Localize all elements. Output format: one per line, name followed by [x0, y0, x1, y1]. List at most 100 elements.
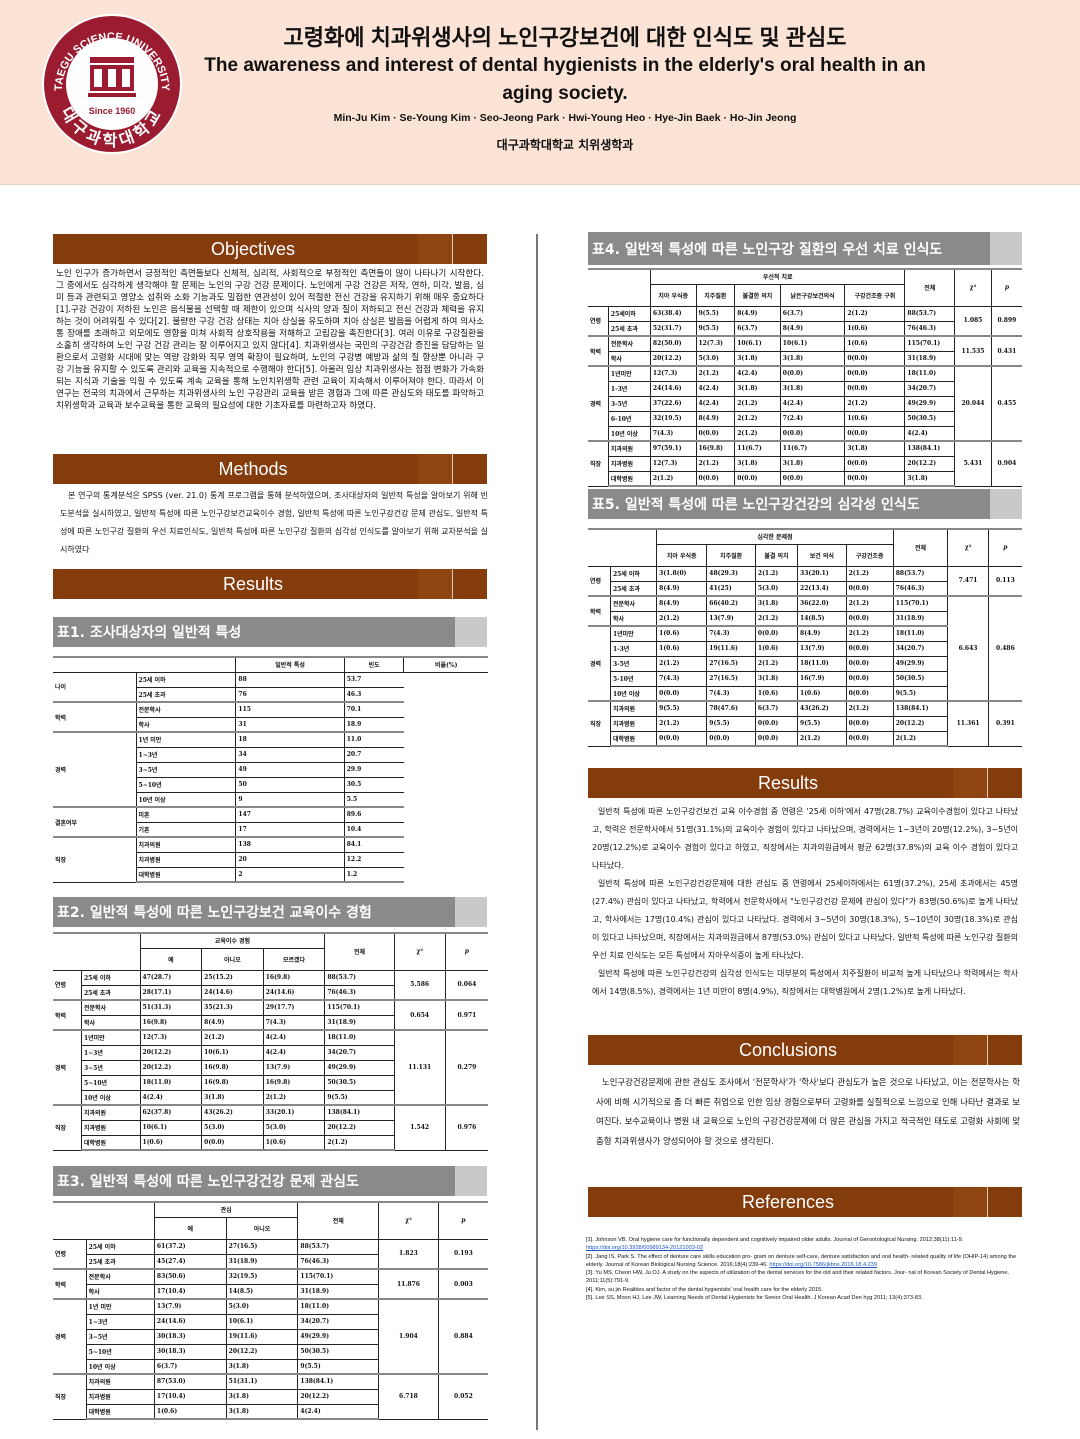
cell-value: 0(0.0): [845, 611, 894, 627]
cell-value: 6(3.7): [779, 306, 845, 322]
column-header: p: [444, 932, 488, 971]
row-label: 5~10년: [86, 1344, 155, 1360]
cell-value: 4(2.4): [297, 1404, 379, 1420]
cell-value: 29(17.7): [262, 999, 325, 1016]
cell-value: 3(1.8): [779, 381, 845, 397]
row-group-label: 경력: [588, 625, 611, 702]
table-row: 직장 치과의원 138 84.1: [53, 836, 488, 883]
references-list: [1]. Johnson VB. Oral hygiene care for f…: [586, 1236, 1020, 1302]
table-row: 직장 치과의원 62(37.8) 43(26.2) 33(20.1) 138(84.1) 1…: [53, 1104, 488, 1151]
university-logo: TAEGU SCIENCE UNIVERSITY 대구과학대학교 Since 1…: [42, 14, 182, 154]
column-group-header: 교육이수 경험: [139, 932, 325, 949]
cell-value: 1(0.6): [153, 1404, 227, 1420]
cell-value: 43(26.2): [201, 1104, 264, 1121]
cell-value: 0(0.0): [845, 656, 894, 672]
cell-value: 18(11.0): [139, 1075, 202, 1091]
cell-value: 1(0.6): [754, 641, 798, 657]
cell-value: 17: [235, 822, 345, 838]
table-row: 직장 치과의원 9(5.5) 78(47.6) 6(3.7) 43(26.2) 2(1.2)…: [588, 700, 1022, 747]
cell-value: 9(5.5): [297, 1359, 379, 1375]
cell-value: 2(1.2): [695, 365, 735, 382]
table-row: 연령 25세이하 63(38.4) 9(5.5) 8(4.9) 6(3.7) 2(1.2) 8…: [588, 306, 1022, 337]
p-value: 0.971: [444, 999, 488, 1031]
cell-value: 0(0.0): [754, 731, 798, 747]
cell-value: 3(1.8(0): [656, 566, 707, 582]
cell-value: 1(0.6): [844, 321, 905, 337]
cell-value: 53.7: [343, 672, 404, 688]
cell-value: 9(5.5): [892, 686, 948, 702]
cell-value: 3(1.8): [779, 351, 845, 367]
cell-value: 0(0.0): [734, 471, 781, 487]
cell-value: 18(11.0): [324, 1029, 395, 1046]
cell-value: 29.9: [343, 762, 404, 778]
cell-value: 2(1.2): [656, 611, 707, 627]
column-header: χ²: [947, 528, 989, 567]
cell-value: 51(31.3): [139, 999, 202, 1016]
table-row: 3-5년 2(1.2) 27(16.5) 2(1.2) 18(11.0) 0(0.0) 49…: [588, 656, 1022, 672]
table-row: 대학병원 1(0.6) 3(1.8) 4(2.4): [53, 1404, 488, 1420]
cell-value: 8(4.9): [779, 321, 845, 337]
reference-link[interactable]: https://doi.org/10.3928/00989134-2012100…: [586, 1245, 703, 1252]
row-group-label: 경력: [53, 1029, 82, 1106]
cell-value: 84.1: [343, 836, 404, 853]
column-header: 전체: [892, 528, 948, 567]
cell-value: 2(1.2): [734, 396, 781, 412]
row-label: 대학병원: [81, 1135, 141, 1151]
row-group-label: 직장: [588, 700, 611, 747]
p-value: 0.193: [437, 1239, 488, 1270]
chi-square-value: 1.085: [954, 306, 992, 337]
row-label: 10년 이상: [608, 426, 651, 442]
cell-value: 34(20.7): [904, 381, 955, 397]
results-paragraph: 일반적 특성에 따른 노인구강건강문제에 대한 관심도 중 연령에서 25세이하…: [592, 879, 1018, 960]
cell-value: 0(0.0): [845, 731, 894, 747]
cell-value: 24(14.6): [649, 381, 696, 397]
reference-text: [1]. Johnson VB. Oral hygiene care for f…: [586, 1237, 964, 1243]
table4: 우선적 치료 전체 χ² p 치아 우식증 치주질환 불결한 의치 낡은구강보건의식 구강건조증…: [588, 268, 1022, 487]
row-label: 25세 이하: [81, 970, 141, 986]
cell-value: 34(20.7): [892, 641, 948, 657]
header-row: 우선적 치료 전체 χ² p: [588, 268, 1022, 307]
cell-value: 0(0.0): [779, 471, 845, 487]
column-subheader: 낡은구강보건의식: [779, 284, 845, 307]
reference-text: [3]. Yu MS, Cheon HW, Ju OJ. A study on …: [586, 1270, 1010, 1285]
table-row: 치과병원 10(6.1) 5(3.0) 5(3.0) 20(12.2): [53, 1120, 488, 1136]
cell-value: 10(6.1): [201, 1045, 264, 1061]
row-label: 3-5년: [610, 656, 657, 672]
table-row: 대학병원 2(1.2) 0(0.0) 0(0.0) 0(0.0) 0(0.0) 3(1.8): [588, 471, 1022, 487]
cell-value: 0(0.0): [845, 716, 894, 732]
row-label: 25세 이하: [610, 566, 657, 582]
table-row: 직장 치과의원 97(59.1) 16(9.8) 11(6.7) 11(6.7) 3(1.8…: [588, 440, 1022, 487]
reference-link[interactable]: https://doi.org/10.7586/jkbns.2016.18.4.…: [769, 1261, 877, 1268]
cell-value: 7(4.3): [262, 1015, 325, 1031]
cell-value: 8(4.9): [656, 595, 707, 612]
table-row: 경력 1년 미만 13(7.9) 5(3.0) 18(11.0) 1.904 0.884: [53, 1298, 488, 1375]
table-row: 5~10년 50 30.5: [53, 777, 488, 793]
row-label: 1년 미만: [136, 731, 236, 748]
cell-value: 37(22.6): [649, 396, 696, 412]
cell-value: 1(0.6): [262, 1135, 325, 1151]
table1: 일반적 특성 빈도 비율(%) 나이 25세 이하 88 53.7 25세 초과 76 46.3 학…: [53, 656, 488, 883]
row-label: 치과의원: [86, 1373, 155, 1390]
column-subheader: 보건 의식: [797, 544, 847, 567]
cell-value: 87(53.0): [153, 1373, 227, 1390]
affiliation: 대구과학대학교 치위생학과: [496, 138, 634, 152]
cell-value: 76: [235, 687, 345, 703]
data-table: 교육이수 경험 전체 χ² p 예 아니오 모르겠다 연령 25세 이하 47(28.7) 25(1…: [53, 932, 488, 1151]
cell-value: 5(3.0): [754, 581, 798, 597]
data-table: 일반적 특성 빈도 비율(%) 나이 25세 이하 88 53.7 25세 초과 76 46.3 학…: [53, 656, 488, 883]
p-value: 0.052: [437, 1373, 488, 1420]
cell-value: 31(18.9): [324, 1015, 395, 1031]
cell-value: 31(18.9): [225, 1254, 298, 1270]
cell-value: 4(2.4): [734, 365, 781, 382]
cell-value: 2(1.2): [324, 1135, 395, 1151]
cell-value: 12(7.3): [649, 365, 696, 382]
row-label: 1년 미만: [86, 1298, 155, 1315]
cell-value: 12(7.3): [695, 335, 735, 352]
cell-value: 9(5.5): [695, 306, 735, 322]
cell-value: 2(1.2): [734, 426, 781, 442]
cell-value: 9(5.5): [797, 716, 847, 732]
cell-value: 0(0.0): [695, 471, 735, 487]
table-row: 25세 초과 8(4.9) 41(25) 5(3.0) 22(13.4) 0(0.0) 76…: [588, 581, 1022, 597]
cell-value: 19(11.6): [225, 1329, 298, 1345]
row-label: 3~5년: [81, 1060, 141, 1076]
